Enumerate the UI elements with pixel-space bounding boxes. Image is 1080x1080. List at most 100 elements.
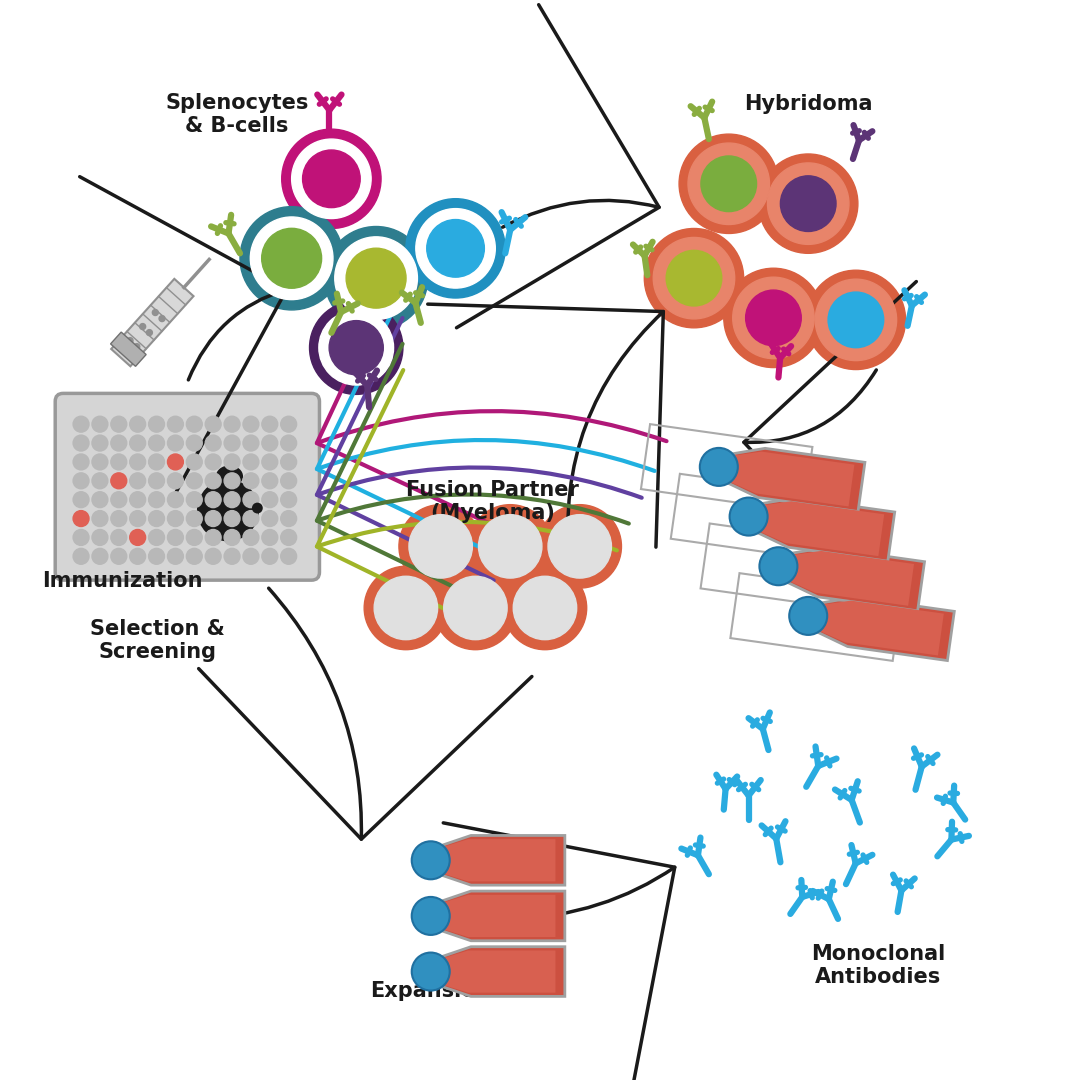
Circle shape — [205, 511, 221, 527]
Circle shape — [167, 529, 184, 545]
Circle shape — [243, 549, 259, 564]
Circle shape — [205, 529, 221, 545]
Circle shape — [427, 219, 484, 278]
Polygon shape — [431, 947, 565, 997]
Circle shape — [416, 208, 496, 288]
Circle shape — [399, 504, 483, 589]
Circle shape — [281, 454, 297, 470]
Circle shape — [92, 435, 108, 451]
Ellipse shape — [216, 465, 243, 487]
Polygon shape — [807, 597, 955, 661]
Circle shape — [73, 529, 89, 545]
Circle shape — [374, 577, 437, 639]
Circle shape — [224, 435, 240, 451]
Circle shape — [130, 511, 146, 527]
Circle shape — [319, 310, 393, 386]
Circle shape — [187, 435, 202, 451]
Circle shape — [513, 577, 577, 639]
Circle shape — [409, 515, 472, 578]
Circle shape — [700, 448, 738, 486]
Circle shape — [197, 480, 259, 541]
Circle shape — [302, 150, 361, 207]
Circle shape — [224, 529, 240, 545]
Ellipse shape — [102, 477, 233, 555]
Circle shape — [205, 416, 221, 432]
Circle shape — [666, 251, 721, 306]
Polygon shape — [431, 839, 555, 881]
Circle shape — [111, 549, 126, 564]
Text: Expansion: Expansion — [370, 982, 491, 1001]
Circle shape — [224, 454, 240, 470]
Circle shape — [653, 238, 734, 319]
Circle shape — [111, 511, 126, 527]
Circle shape — [205, 454, 221, 470]
Text: Monoclonal
Antibodies: Monoclonal Antibodies — [811, 944, 945, 987]
Polygon shape — [717, 448, 865, 512]
Circle shape — [261, 454, 278, 470]
Circle shape — [130, 416, 146, 432]
Circle shape — [92, 491, 108, 508]
Polygon shape — [747, 498, 894, 562]
Circle shape — [758, 154, 858, 254]
Circle shape — [224, 549, 240, 564]
Circle shape — [411, 896, 449, 935]
Circle shape — [503, 566, 586, 650]
Circle shape — [346, 248, 406, 308]
Circle shape — [789, 597, 827, 635]
Circle shape — [701, 156, 757, 212]
Circle shape — [111, 491, 126, 508]
Circle shape — [261, 529, 278, 545]
Circle shape — [149, 435, 164, 451]
Polygon shape — [778, 551, 914, 606]
Circle shape — [139, 324, 146, 329]
Circle shape — [538, 504, 621, 589]
Circle shape — [111, 473, 126, 489]
Polygon shape — [747, 501, 885, 556]
Circle shape — [205, 435, 221, 451]
Polygon shape — [431, 891, 565, 941]
Polygon shape — [807, 600, 944, 656]
Circle shape — [187, 416, 202, 432]
Circle shape — [281, 435, 297, 451]
Circle shape — [92, 549, 108, 564]
Circle shape — [149, 529, 164, 545]
Circle shape — [167, 511, 184, 527]
Circle shape — [261, 435, 278, 451]
Circle shape — [73, 473, 89, 489]
Circle shape — [92, 473, 108, 489]
Polygon shape — [431, 836, 565, 886]
Circle shape — [781, 176, 836, 231]
Circle shape — [111, 435, 126, 451]
Circle shape — [732, 278, 814, 359]
Circle shape — [261, 228, 322, 288]
Polygon shape — [431, 950, 555, 993]
Circle shape — [240, 206, 343, 310]
Circle shape — [364, 566, 447, 650]
Circle shape — [281, 549, 297, 564]
Circle shape — [724, 268, 823, 367]
Circle shape — [730, 498, 768, 536]
Circle shape — [243, 473, 259, 489]
Circle shape — [130, 491, 146, 508]
Circle shape — [159, 315, 165, 322]
Circle shape — [251, 217, 333, 299]
Circle shape — [111, 416, 126, 432]
Circle shape — [134, 343, 139, 350]
Circle shape — [281, 511, 297, 527]
Circle shape — [130, 454, 146, 470]
Circle shape — [224, 491, 240, 508]
Circle shape — [167, 454, 184, 470]
Circle shape — [261, 416, 278, 432]
Circle shape — [152, 310, 159, 315]
Circle shape — [167, 435, 184, 451]
Circle shape — [205, 549, 221, 564]
Circle shape — [261, 511, 278, 527]
Polygon shape — [431, 895, 555, 937]
Circle shape — [688, 143, 769, 225]
Circle shape — [187, 454, 202, 470]
Circle shape — [187, 473, 202, 489]
Text: Fusion Partner
(Myeloma): Fusion Partner (Myeloma) — [406, 481, 579, 524]
Circle shape — [324, 227, 428, 329]
Circle shape — [73, 491, 89, 508]
Polygon shape — [777, 548, 924, 611]
